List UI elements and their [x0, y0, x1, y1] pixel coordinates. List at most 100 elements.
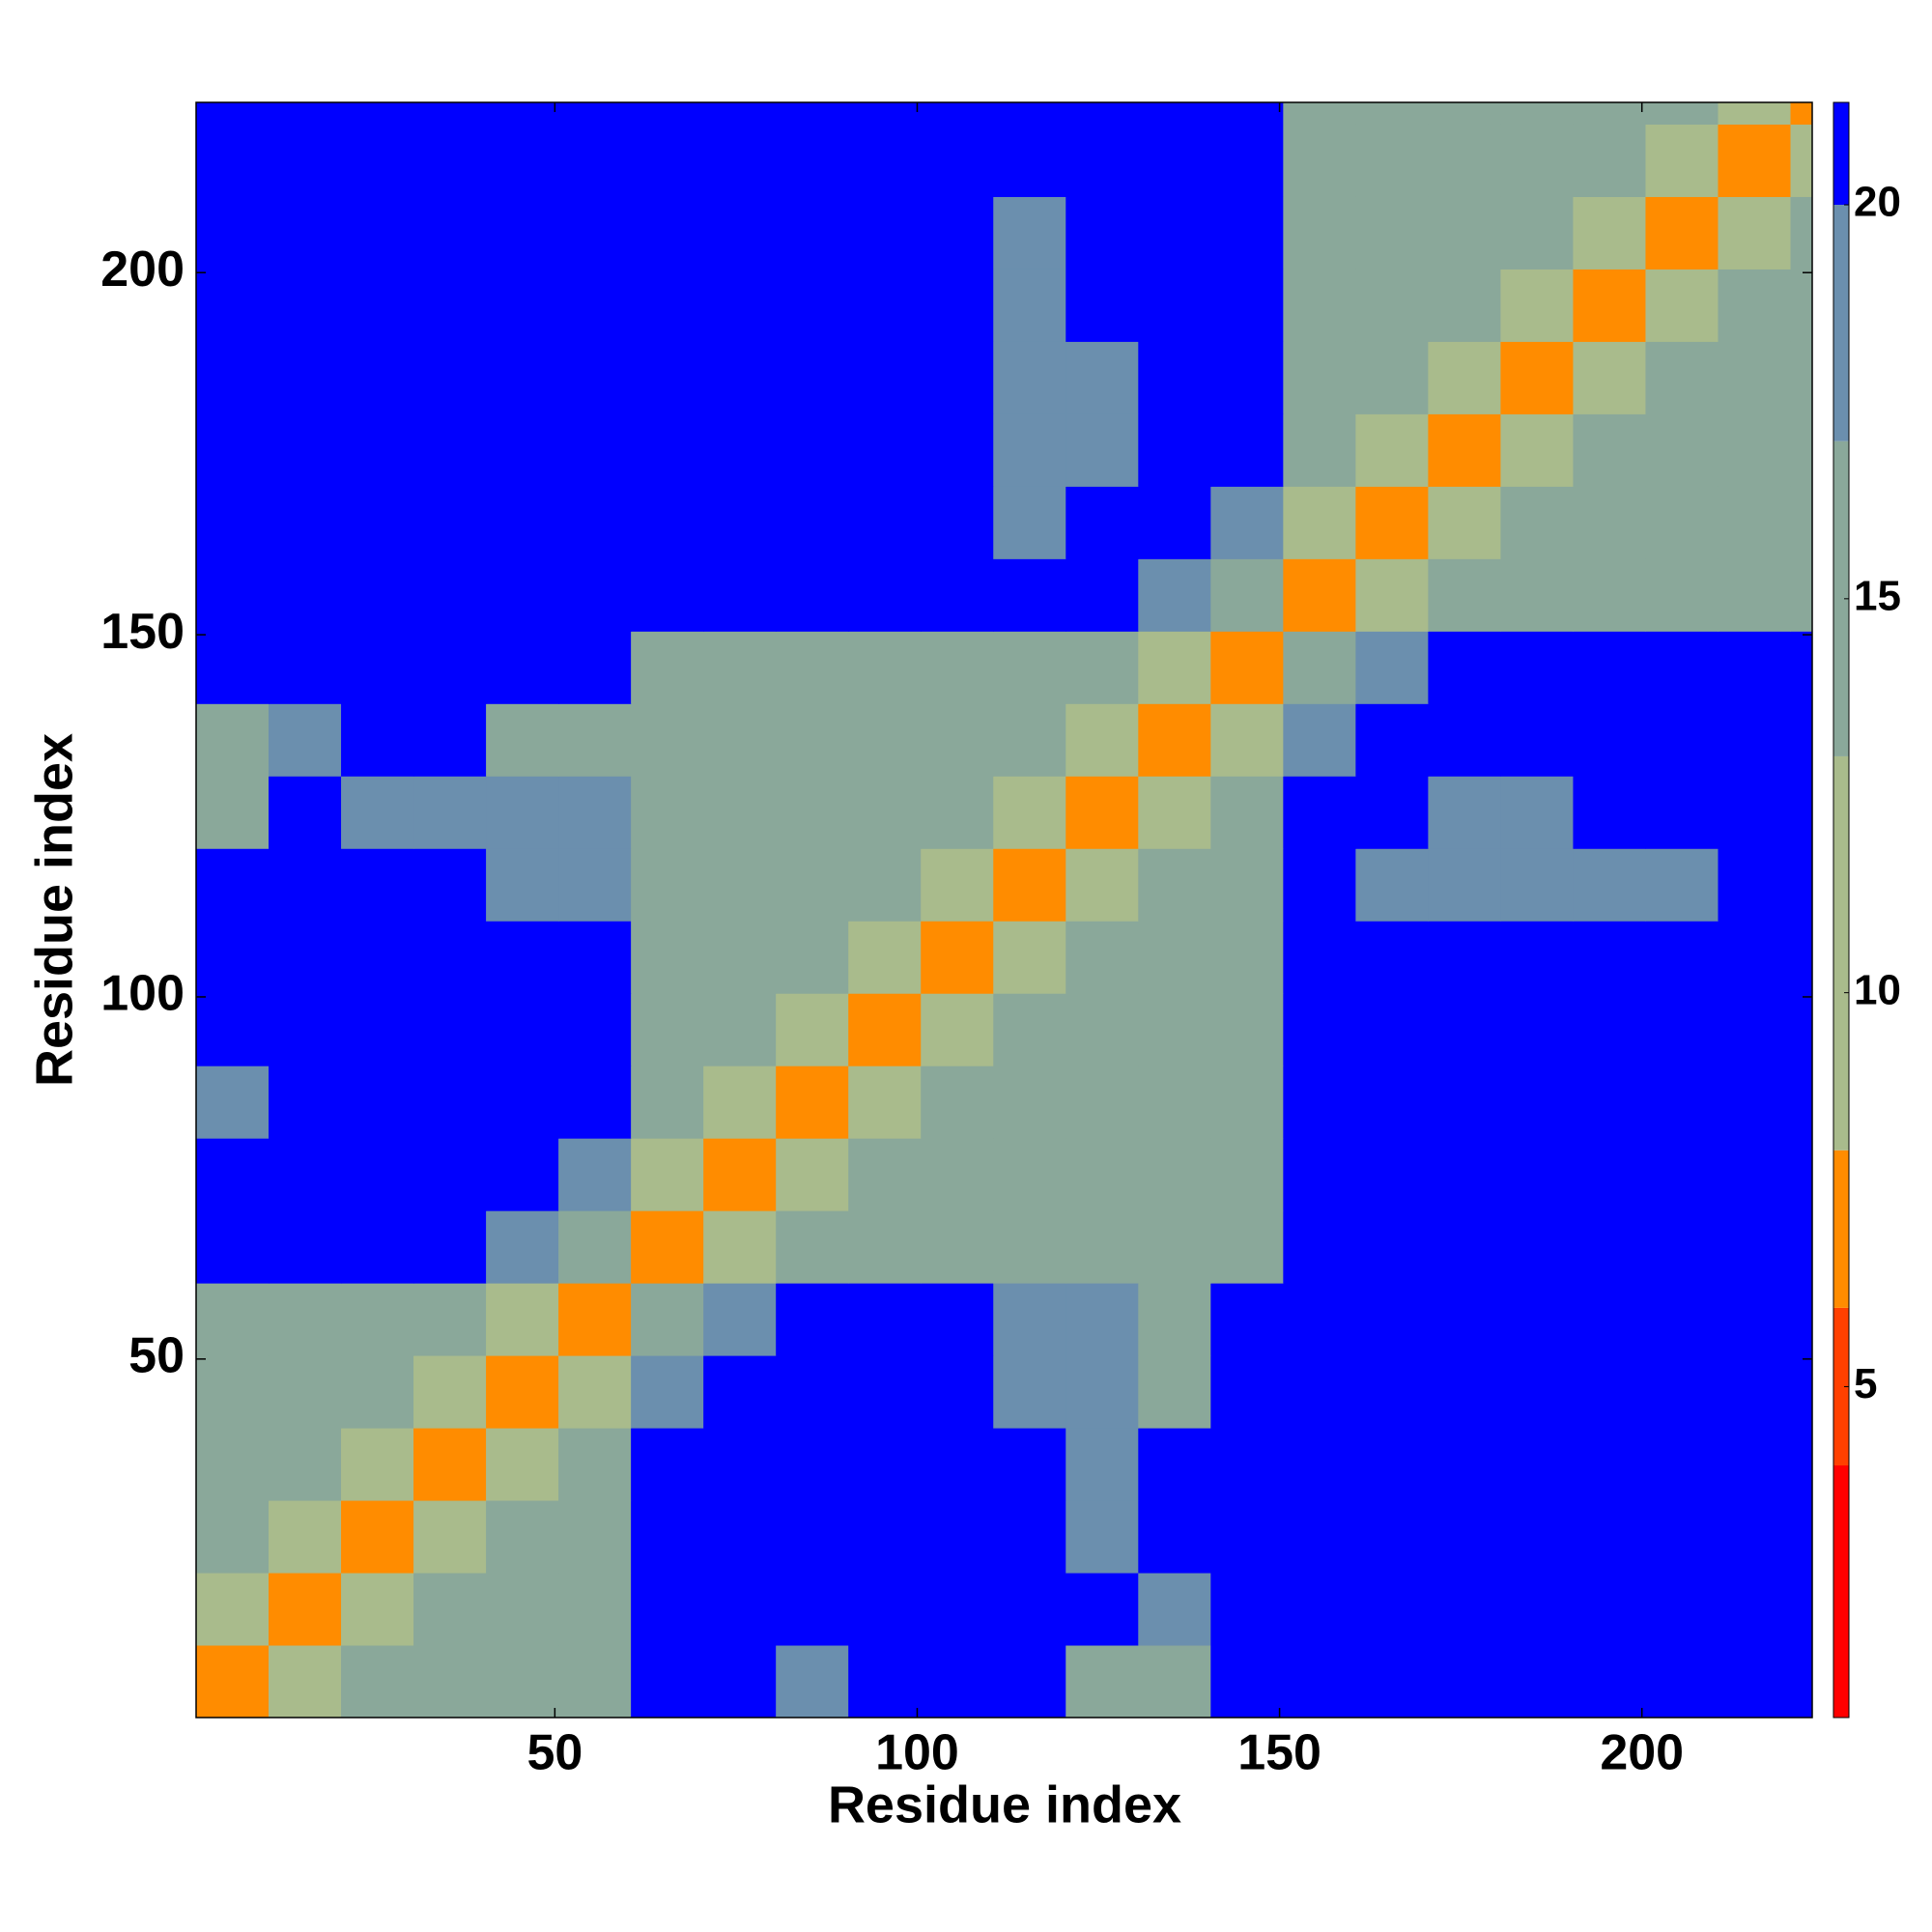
heatmap-cell	[1283, 1138, 1356, 1211]
heatmap-cell	[196, 341, 270, 414]
heatmap-cell	[993, 1428, 1066, 1501]
heatmap-cell	[703, 1428, 777, 1501]
heatmap-cell	[631, 1355, 704, 1429]
heatmap-cell	[921, 1210, 994, 1284]
heatmap-cell	[1283, 703, 1356, 777]
heatmap-cell	[703, 1645, 777, 1719]
heatmap-cell	[413, 1573, 487, 1646]
heatmap-cell	[413, 196, 487, 270]
heatmap-cell	[703, 558, 777, 632]
heatmap-cell	[1210, 1065, 1284, 1139]
heatmap-cell	[921, 1573, 994, 1646]
heatmap-cell	[413, 341, 487, 414]
heatmap-cell	[1573, 703, 1646, 777]
heatmap-cell	[1573, 196, 1646, 270]
heatmap-cell	[558, 1573, 632, 1646]
heatmap-cell	[558, 486, 632, 559]
heatmap-cell	[1718, 848, 1791, 922]
heatmap-cell	[1210, 1428, 1284, 1501]
heatmap-cell	[1210, 413, 1284, 487]
heatmap-cell	[558, 124, 632, 197]
heatmap-cell	[776, 631, 849, 704]
heatmap-cell	[1138, 413, 1211, 487]
heatmap-cell	[1790, 1573, 1813, 1646]
heatmap-cell	[558, 413, 632, 487]
heatmap-cell	[1645, 1065, 1719, 1139]
heatmap-cell	[631, 1573, 704, 1646]
heatmap-cell	[269, 413, 342, 487]
heatmap-cell	[921, 921, 994, 994]
heatmap-cell	[1428, 1573, 1501, 1646]
heatmap-cell	[1500, 1428, 1574, 1501]
heatmap-cell	[1210, 631, 1284, 704]
heatmap-cell	[1210, 102, 1284, 125]
heatmap-cell	[703, 776, 777, 849]
x-tick-label: 150	[1237, 1725, 1321, 1781]
heatmap-cell	[1283, 1210, 1356, 1284]
colorbar-segment	[1833, 102, 1849, 206]
heatmap-cell	[921, 413, 994, 487]
heatmap-cell	[993, 558, 1066, 632]
heatmap-cell	[631, 1283, 704, 1356]
heatmap-cell	[1573, 776, 1646, 849]
heatmap-cell	[1355, 921, 1429, 994]
heatmap-cell	[1645, 776, 1719, 849]
heatmap-cell	[1355, 1065, 1429, 1139]
heatmap-cell	[1138, 558, 1211, 632]
heatmap-cell	[269, 341, 342, 414]
heatmap-cell	[848, 1428, 922, 1501]
heatmap-cell	[1500, 1210, 1574, 1284]
heatmap-cell	[921, 196, 994, 270]
colorbar-tick-label: 10	[1854, 966, 1901, 1013]
heatmap-cell	[413, 1428, 487, 1501]
heatmap-cell	[993, 993, 1066, 1066]
heatmap-cell	[1790, 102, 1813, 125]
heatmap-cell	[703, 341, 777, 414]
heatmap-cell	[196, 1500, 270, 1574]
heatmap-cell	[1210, 1210, 1284, 1284]
heatmap-cell	[631, 124, 704, 197]
heatmap-cell	[1138, 1573, 1211, 1646]
heatmap-cell	[993, 703, 1066, 777]
heatmap-cell	[196, 486, 270, 559]
heatmap-cell	[703, 1065, 777, 1139]
heatmap-cell	[486, 341, 559, 414]
heatmap-cell	[1210, 921, 1284, 994]
heatmap-cell	[486, 993, 559, 1066]
heatmap-cell	[269, 1355, 342, 1429]
heatmap-cell	[269, 1645, 342, 1719]
heatmap-cell	[1210, 703, 1284, 777]
colorbar-tick-label: 20	[1854, 179, 1901, 226]
heatmap-cell	[486, 776, 559, 849]
heatmap-cell	[703, 486, 777, 559]
heatmap-cell	[1065, 124, 1139, 197]
heatmap-cell	[703, 1138, 777, 1211]
heatmap-cell	[269, 848, 342, 922]
heatmap-cell	[1718, 1500, 1791, 1574]
heatmap-cell	[993, 921, 1066, 994]
heatmap-cell	[1210, 1138, 1284, 1211]
heatmap-cell	[1790, 1645, 1813, 1719]
heatmap-cell	[1645, 124, 1719, 197]
heatmap-cell	[921, 1428, 994, 1501]
heatmap-cell	[1645, 102, 1719, 125]
heatmap-cell	[1138, 269, 1211, 342]
heatmap-cell	[1500, 102, 1574, 125]
heatmap-cell	[1718, 1355, 1791, 1429]
heatmap-cell	[1790, 1428, 1813, 1501]
heatmap-cell	[1428, 1065, 1501, 1139]
heatmap-cell	[1500, 1138, 1574, 1211]
heatmap-cell	[776, 848, 849, 922]
heatmap-cell	[848, 1573, 922, 1646]
heatmap-cell	[1355, 341, 1429, 414]
heatmap-cell	[1500, 196, 1574, 270]
heatmap-cell	[269, 1500, 342, 1574]
heatmap-cell	[1500, 1065, 1574, 1139]
heatmap-cell	[1573, 124, 1646, 197]
heatmap-cell	[1065, 196, 1139, 270]
heatmap-cell	[1645, 1573, 1719, 1646]
heatmap-cell	[1718, 102, 1791, 125]
heatmap-cell	[1138, 124, 1211, 197]
heatmap-cell	[1500, 1500, 1574, 1574]
heatmap-cell	[341, 269, 414, 342]
